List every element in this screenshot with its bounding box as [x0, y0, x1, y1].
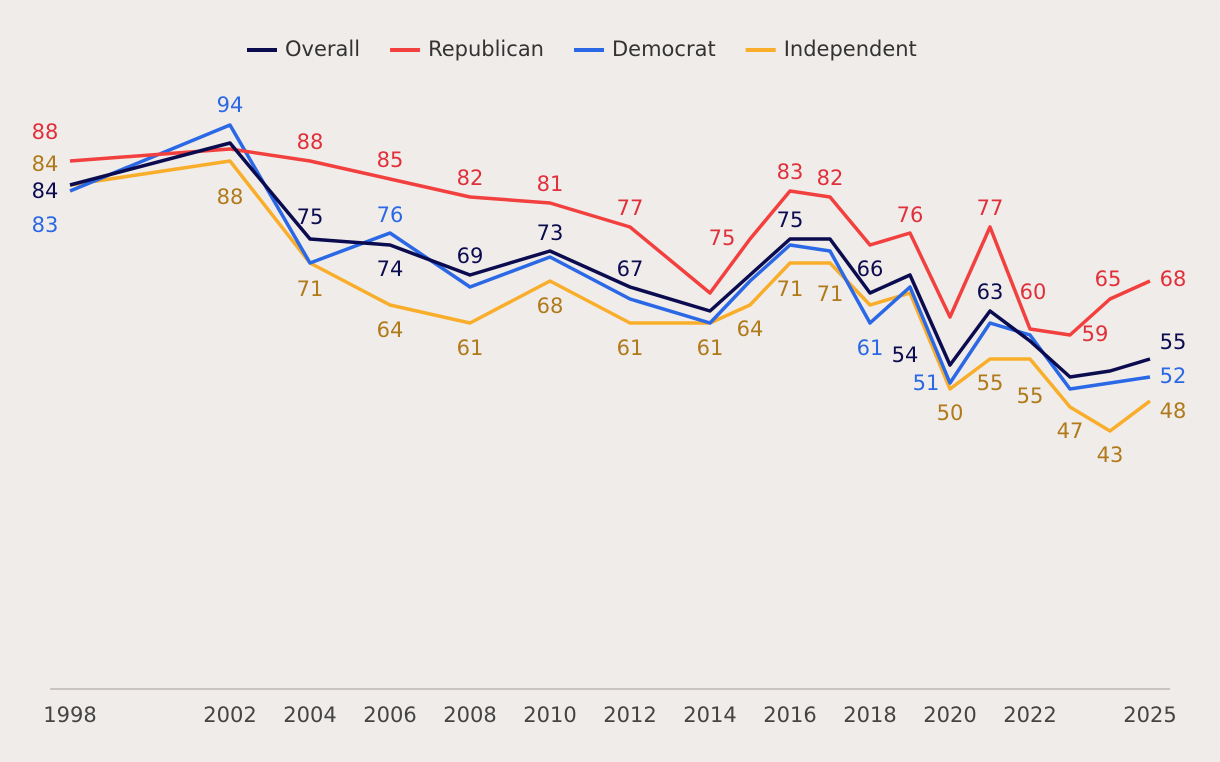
legend-label: Democrat [612, 37, 716, 61]
x-tick-label: 2014 [683, 703, 736, 727]
data-label: 75 [709, 226, 736, 250]
data-label: 84 [32, 152, 59, 176]
x-tick-label: 2016 [763, 703, 816, 727]
data-label: 52 [1160, 364, 1187, 388]
data-label: 84 [32, 179, 59, 203]
data-label: 77 [617, 196, 644, 220]
legend-label: Overall [285, 37, 360, 61]
legend-label: Republican [428, 37, 544, 61]
x-tick-label: 2006 [363, 703, 416, 727]
data-label: 73 [537, 221, 564, 245]
data-label: 66 [857, 257, 884, 281]
series-line [69, 147, 1151, 337]
data-label: 50 [937, 401, 964, 425]
data-label: 55 [977, 371, 1004, 395]
data-label: 68 [1160, 267, 1187, 291]
data-label: 43 [1097, 443, 1124, 467]
data-label: 85 [377, 148, 404, 172]
data-label: 61 [857, 336, 884, 360]
data-label: 54 [892, 343, 919, 367]
data-label: 81 [537, 172, 564, 196]
data-label: 83 [777, 160, 804, 184]
legend-label: Independent [784, 37, 917, 61]
data-label: 63 [977, 280, 1004, 304]
data-label: 65 [1095, 267, 1122, 291]
data-label: 68 [537, 294, 564, 318]
series-line [69, 123, 1151, 391]
data-label: 69 [457, 244, 484, 268]
series-line [69, 159, 1152, 433]
x-tick-label: 2002 [203, 703, 256, 727]
data-label: 75 [297, 205, 324, 229]
data-label: 60 [1020, 280, 1047, 304]
data-label: 48 [1160, 399, 1187, 423]
data-label: 59 [1082, 322, 1109, 346]
data-label: 64 [377, 318, 404, 342]
data-label: 61 [697, 336, 724, 360]
data-label: 82 [457, 166, 484, 190]
data-label: 51 [913, 371, 940, 395]
data-label: 76 [377, 203, 404, 227]
x-tick-label: 2004 [283, 703, 336, 727]
data-label: 71 [297, 277, 324, 301]
data-label: 75 [777, 208, 804, 232]
data-label: 88 [217, 185, 244, 209]
x-tick-label: 2012 [603, 703, 656, 727]
data-label: 61 [617, 336, 644, 360]
data-label: 83 [32, 213, 59, 237]
x-tick-label: 2025 [1123, 703, 1176, 727]
x-tick-label: 2008 [443, 703, 496, 727]
x-tick-label: 2020 [923, 703, 976, 727]
data-label: 61 [457, 336, 484, 360]
data-label: 71 [817, 282, 844, 306]
x-tick-label: 2022 [1003, 703, 1056, 727]
data-label: 71 [777, 277, 804, 301]
data-label: 74 [377, 257, 404, 281]
data-label: 47 [1057, 419, 1084, 443]
data-label: 67 [617, 257, 644, 281]
data-label: 88 [297, 130, 324, 154]
data-label: 77 [977, 196, 1004, 220]
data-label: 82 [817, 166, 844, 190]
data-label: 94 [217, 93, 244, 117]
data-label: 88 [32, 120, 59, 144]
x-tick-label: 2018 [843, 703, 896, 727]
x-tick-label: 1998 [43, 703, 96, 727]
series-line [69, 141, 1151, 379]
x-tick-label: 2010 [523, 703, 576, 727]
data-label: 64 [737, 317, 764, 341]
data-label: 76 [897, 203, 924, 227]
data-label: 55 [1160, 330, 1187, 354]
data-label: 55 [1017, 384, 1044, 408]
